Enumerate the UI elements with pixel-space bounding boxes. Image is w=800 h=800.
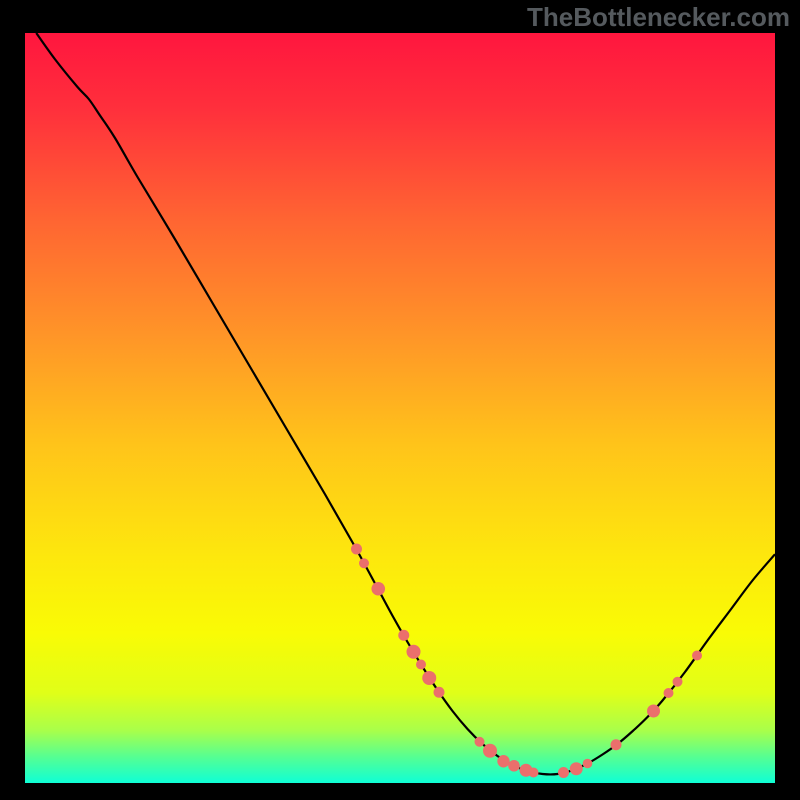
scatter-point — [497, 755, 509, 767]
scatter-point — [407, 645, 421, 659]
watermark-text: TheBottlenecker.com — [527, 2, 790, 33]
scatter-point — [583, 759, 593, 769]
scatter-point — [351, 544, 362, 555]
scatter-point — [359, 558, 369, 568]
scatter-group — [351, 544, 702, 779]
chart-plot-area — [25, 33, 775, 783]
scatter-point — [398, 630, 409, 641]
scatter-point — [434, 687, 445, 698]
scatter-point — [422, 671, 436, 685]
scatter-point — [483, 744, 497, 758]
bottleneck-curve — [36, 33, 775, 774]
scatter-point — [611, 739, 622, 750]
scatter-point — [508, 760, 520, 772]
scatter-point — [529, 768, 539, 778]
scatter-point — [647, 705, 660, 718]
scatter-point — [673, 677, 683, 687]
scatter-point — [570, 762, 583, 775]
chart-svg-layer — [25, 33, 775, 783]
scatter-point — [558, 767, 569, 778]
scatter-point — [664, 688, 674, 698]
scatter-point — [416, 660, 426, 670]
scatter-point — [692, 651, 702, 661]
scatter-point — [475, 737, 485, 747]
scatter-point — [371, 582, 385, 596]
